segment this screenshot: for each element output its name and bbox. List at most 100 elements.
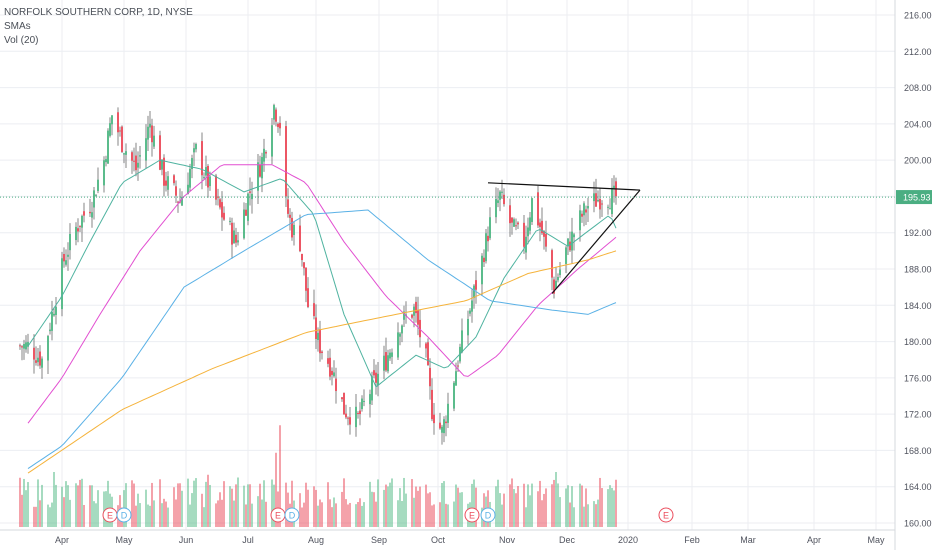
volume-bar xyxy=(135,505,137,527)
candle-body xyxy=(251,193,253,200)
volume-bar xyxy=(303,502,305,527)
volume-bar xyxy=(385,484,387,527)
time-tick-label: 2020 xyxy=(618,535,638,545)
volume-bar xyxy=(107,480,109,527)
candle-body xyxy=(387,355,389,372)
candle-body xyxy=(363,400,365,402)
price-tick-label: 172.00 xyxy=(904,410,932,420)
volume-bar xyxy=(83,504,85,527)
volume-bar xyxy=(447,504,449,527)
earnings-marker[interactable]: E xyxy=(658,507,674,523)
price-tick-label: 200.00 xyxy=(904,156,932,166)
volume-bar xyxy=(235,484,237,527)
volume-bar xyxy=(611,487,613,527)
volume-bar xyxy=(177,483,179,527)
candle-body xyxy=(541,220,543,234)
candle-body xyxy=(105,159,107,163)
candle-body xyxy=(327,358,329,364)
time-tick-label: Apr xyxy=(807,535,821,545)
volume-bar xyxy=(417,490,419,527)
candle-body xyxy=(357,412,359,414)
candle-body xyxy=(161,159,163,170)
volume-bar xyxy=(251,503,253,527)
candle-body xyxy=(515,225,517,227)
earnings-marker[interactable]: E xyxy=(270,507,286,523)
candle-body xyxy=(495,198,497,218)
volume-bar xyxy=(391,478,393,527)
candle-body xyxy=(559,269,561,276)
volume-bar xyxy=(93,501,95,527)
candle-body xyxy=(537,192,539,226)
event-circle xyxy=(284,507,300,523)
volume-bar xyxy=(455,484,457,527)
candle-body xyxy=(399,333,401,337)
volume-bar xyxy=(581,485,583,527)
volume-bar xyxy=(307,489,309,527)
candle-body xyxy=(573,234,575,238)
earnings-marker[interactable]: E xyxy=(102,507,118,523)
candle-body xyxy=(447,403,449,423)
volume-bar xyxy=(53,472,55,527)
price-tick-label: 208.00 xyxy=(904,83,932,93)
candle-body xyxy=(557,277,559,281)
volume-bar xyxy=(363,502,365,527)
candle-body xyxy=(69,233,71,251)
volume-bar xyxy=(609,485,611,527)
candle-body xyxy=(299,225,301,252)
volume-bar xyxy=(565,488,567,527)
candle-body xyxy=(159,135,161,170)
volume-bar xyxy=(205,481,207,527)
candle-body xyxy=(21,346,23,348)
candle-body xyxy=(369,394,371,405)
volume-indicator-label[interactable]: Vol (20) xyxy=(4,35,39,46)
volume-bar xyxy=(37,479,39,527)
candle-body xyxy=(317,332,319,341)
volume-bar xyxy=(527,484,529,527)
sma-indicator-label[interactable]: SMAs xyxy=(4,21,31,32)
volume-bar xyxy=(181,490,183,527)
volume-bar xyxy=(75,483,77,527)
symbol-title[interactable]: NORFOLK SOUTHERN CORP, 1D, NYSE xyxy=(4,7,193,18)
volume-bar xyxy=(401,500,403,527)
volume-bar xyxy=(63,497,65,527)
volume-bar xyxy=(91,485,93,527)
candle-body xyxy=(37,357,39,363)
volume-bar xyxy=(231,488,233,527)
volume-bar xyxy=(125,483,127,527)
candle-body xyxy=(23,343,25,349)
candle-body xyxy=(301,253,303,261)
last-price-label: 195.93 xyxy=(903,193,931,203)
candle-body xyxy=(471,300,473,312)
candle-body xyxy=(119,130,121,132)
candle-body xyxy=(53,313,55,316)
volume-bar xyxy=(243,485,245,527)
candle-body xyxy=(61,258,63,310)
candle-body xyxy=(249,191,251,193)
candle-body xyxy=(375,372,377,383)
candle-body xyxy=(117,112,119,133)
price-tick-label: 180.00 xyxy=(904,337,932,347)
candle-body xyxy=(567,238,569,247)
dividend-marker[interactable]: D xyxy=(116,507,132,523)
volume-bar xyxy=(443,481,445,527)
volume-bar xyxy=(249,484,251,527)
dividend-marker[interactable]: D xyxy=(284,507,300,523)
candle-body xyxy=(583,203,585,216)
candle-body xyxy=(419,319,421,338)
event-circle xyxy=(658,507,674,523)
dividend-marker[interactable]: D xyxy=(480,507,496,523)
candle-body xyxy=(431,389,433,420)
volume-bar xyxy=(405,493,407,527)
last-price-badge: 195.93 xyxy=(896,190,932,205)
earnings-marker[interactable]: E xyxy=(464,507,480,523)
volume-bar xyxy=(49,507,51,527)
volume-bar xyxy=(585,488,587,527)
candle-body xyxy=(121,126,123,152)
volume-bar xyxy=(207,474,209,527)
volume-bar xyxy=(245,504,247,527)
candle-body xyxy=(543,231,545,237)
volume-bar xyxy=(349,502,351,527)
